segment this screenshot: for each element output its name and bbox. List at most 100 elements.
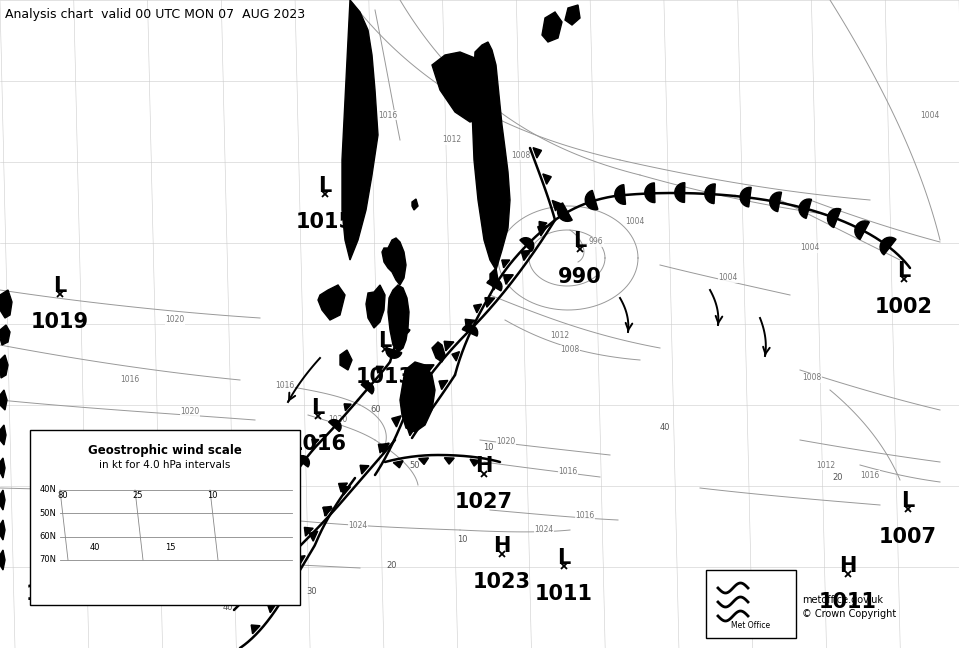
Polygon shape	[318, 285, 345, 320]
Text: Analysis chart  valid 00 UTC MON 07  AUG 2023: Analysis chart valid 00 UTC MON 07 AUG 2…	[5, 8, 305, 21]
Text: 1012: 1012	[550, 330, 570, 340]
Text: 10: 10	[207, 491, 218, 500]
Polygon shape	[444, 341, 454, 351]
Polygon shape	[362, 382, 374, 394]
Text: 10: 10	[456, 535, 467, 544]
Polygon shape	[539, 222, 547, 229]
Polygon shape	[329, 419, 341, 432]
Polygon shape	[391, 416, 401, 427]
Text: 1011: 1011	[535, 584, 593, 604]
Text: 70N: 70N	[39, 555, 56, 564]
Text: © Crown Copyright: © Crown Copyright	[802, 609, 897, 619]
Polygon shape	[419, 458, 429, 465]
Text: 1011: 1011	[819, 592, 877, 612]
Text: L: L	[312, 398, 325, 418]
Polygon shape	[342, 0, 378, 260]
Text: 1006: 1006	[26, 584, 84, 604]
Text: 1020: 1020	[250, 561, 269, 570]
Polygon shape	[424, 365, 434, 375]
Text: L: L	[48, 548, 61, 568]
Text: L: L	[379, 331, 391, 351]
Polygon shape	[565, 5, 580, 25]
Text: 1016: 1016	[275, 380, 294, 389]
Polygon shape	[407, 389, 416, 399]
Text: 15: 15	[165, 543, 175, 552]
Text: 80: 80	[58, 491, 68, 500]
Polygon shape	[394, 323, 410, 335]
Text: 1016: 1016	[160, 527, 179, 537]
Polygon shape	[393, 461, 403, 468]
Polygon shape	[309, 531, 317, 541]
Polygon shape	[880, 237, 896, 255]
Text: 40: 40	[173, 577, 183, 586]
Polygon shape	[339, 483, 347, 492]
Text: 1016: 1016	[379, 111, 398, 119]
Polygon shape	[432, 342, 445, 362]
Polygon shape	[282, 580, 291, 589]
Polygon shape	[444, 457, 455, 464]
Text: 1016: 1016	[121, 375, 140, 384]
Polygon shape	[0, 355, 8, 378]
Polygon shape	[360, 465, 369, 474]
Text: 50: 50	[187, 544, 198, 553]
Polygon shape	[552, 200, 560, 211]
Text: 50: 50	[222, 494, 233, 502]
Polygon shape	[408, 426, 416, 435]
Polygon shape	[0, 490, 5, 510]
Text: 40: 40	[660, 424, 670, 432]
Text: 1027: 1027	[455, 492, 513, 512]
Text: 996: 996	[589, 238, 603, 246]
Polygon shape	[323, 506, 332, 516]
Polygon shape	[388, 285, 409, 352]
Polygon shape	[644, 183, 655, 203]
Text: 990: 990	[558, 267, 602, 287]
Polygon shape	[340, 350, 352, 370]
Polygon shape	[462, 325, 478, 336]
Polygon shape	[380, 443, 389, 454]
Text: 1013: 1013	[356, 367, 414, 387]
Text: 1002: 1002	[875, 297, 933, 317]
Text: L: L	[573, 231, 587, 251]
Polygon shape	[439, 380, 448, 389]
Polygon shape	[485, 297, 495, 307]
Polygon shape	[503, 275, 513, 284]
Polygon shape	[533, 148, 542, 158]
FancyBboxPatch shape	[706, 570, 796, 638]
Polygon shape	[543, 174, 551, 184]
Polygon shape	[615, 185, 625, 204]
Polygon shape	[502, 260, 510, 268]
Polygon shape	[323, 507, 333, 516]
Polygon shape	[585, 191, 597, 210]
Text: 30: 30	[307, 588, 317, 597]
Text: H: H	[493, 536, 511, 556]
Polygon shape	[799, 199, 811, 218]
Text: Geostrophic wind scale: Geostrophic wind scale	[88, 444, 242, 457]
Polygon shape	[376, 366, 384, 373]
Text: in kt for 4.0 hPa intervals: in kt for 4.0 hPa intervals	[100, 460, 231, 470]
Text: 1020: 1020	[180, 408, 199, 417]
Polygon shape	[423, 404, 432, 413]
Polygon shape	[341, 487, 351, 495]
Text: 1004: 1004	[718, 273, 737, 283]
Polygon shape	[487, 279, 502, 291]
Text: L: L	[54, 276, 66, 296]
Polygon shape	[412, 199, 418, 210]
Text: H: H	[839, 556, 856, 576]
Text: 10: 10	[482, 443, 493, 452]
Text: L: L	[557, 548, 571, 568]
Text: 1016: 1016	[558, 467, 577, 476]
Text: 1016: 1016	[575, 511, 595, 520]
Polygon shape	[0, 458, 5, 478]
Polygon shape	[538, 226, 548, 236]
Polygon shape	[296, 456, 310, 467]
Polygon shape	[312, 439, 319, 446]
Polygon shape	[465, 319, 475, 329]
Text: 1024: 1024	[534, 526, 553, 535]
Text: 40N: 40N	[39, 485, 56, 494]
Polygon shape	[740, 187, 751, 207]
Text: 1016: 1016	[158, 485, 177, 494]
Text: 1008: 1008	[803, 373, 822, 382]
Polygon shape	[542, 12, 562, 42]
Polygon shape	[251, 625, 260, 634]
Text: 1004: 1004	[801, 244, 820, 253]
